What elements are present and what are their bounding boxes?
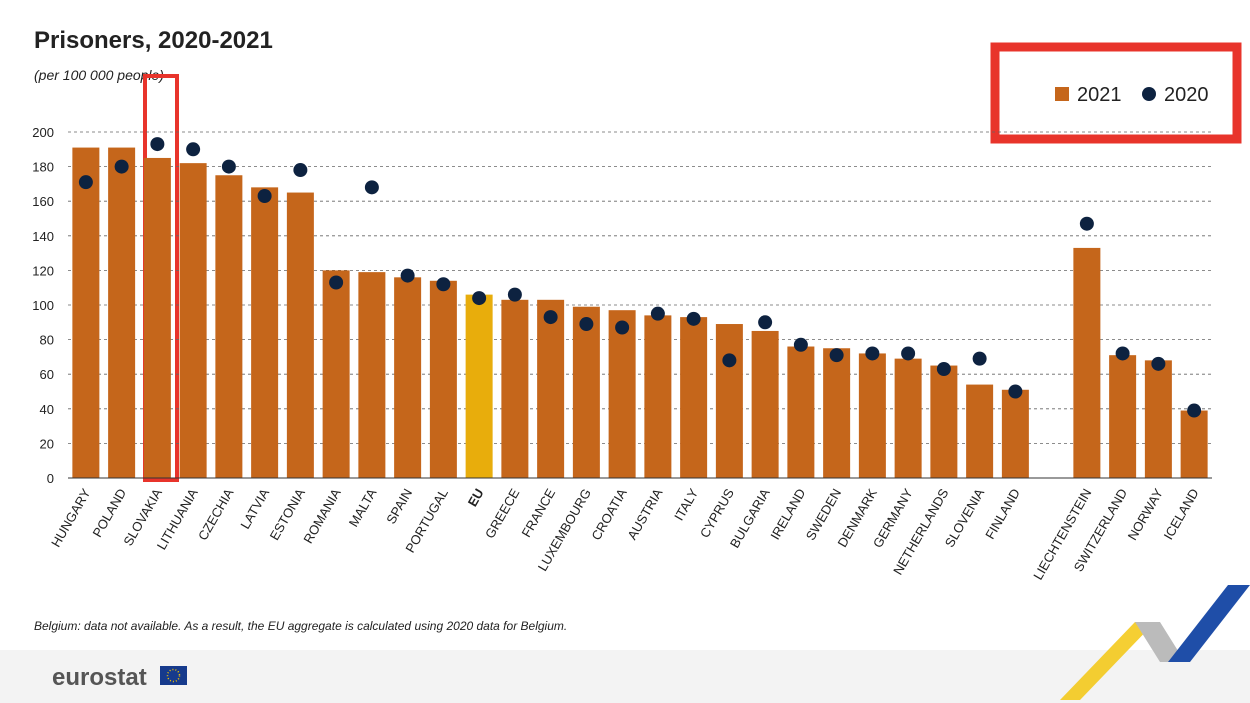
bar [680, 317, 708, 478]
dot [329, 275, 344, 290]
dot [829, 348, 844, 363]
dot [1187, 403, 1202, 418]
eu-flag-stars [166, 668, 181, 683]
dot [615, 320, 630, 335]
deco-yellow [1060, 622, 1155, 700]
bar [465, 294, 493, 478]
bar [1109, 355, 1137, 478]
dot [221, 159, 236, 174]
dot [1151, 356, 1166, 371]
dot [1079, 216, 1094, 231]
bar [930, 365, 958, 478]
dot [114, 159, 129, 174]
dot [793, 337, 808, 352]
dot [758, 315, 773, 330]
y-tick-label: 0 [47, 471, 54, 486]
bar [823, 348, 851, 478]
chart-title: Prisoners, 2020-2021 [34, 27, 273, 54]
dot [364, 180, 379, 195]
legend-swatch [1055, 87, 1069, 101]
bar [358, 272, 386, 478]
bar [108, 147, 136, 478]
bar [787, 346, 815, 478]
bar [143, 157, 171, 478]
y-tick-label: 140 [32, 229, 54, 244]
dot [150, 137, 165, 152]
legend-label: 2021 [1077, 84, 1122, 106]
bar [608, 310, 636, 478]
legend: 2021 2020 [1055, 84, 1209, 106]
legend-swatch [1142, 87, 1156, 101]
bar [251, 187, 279, 479]
y-tick-label: 200 [32, 125, 54, 140]
y-tick-label: 40 [40, 402, 54, 417]
bar [1001, 389, 1029, 478]
bar [1144, 360, 1172, 478]
bar [751, 330, 779, 478]
dot [901, 346, 916, 361]
bar [501, 299, 529, 478]
y-tick-label: 20 [40, 436, 54, 451]
dot [507, 287, 522, 302]
dot [972, 351, 987, 366]
dot [936, 362, 951, 377]
dot [293, 163, 308, 178]
bar [537, 299, 565, 478]
bar [715, 324, 743, 478]
legend-label: 2020 [1164, 84, 1209, 106]
bar [72, 147, 100, 478]
bar [215, 175, 243, 478]
dot [436, 277, 451, 292]
bar [572, 306, 600, 478]
bar [179, 163, 207, 478]
dot [1115, 346, 1130, 361]
dot [78, 175, 93, 190]
logo-text: eurostat [52, 664, 147, 691]
dot [579, 317, 594, 332]
bar [1073, 247, 1101, 478]
eu-flag [160, 666, 187, 685]
dot [186, 142, 201, 157]
bar [1180, 410, 1208, 478]
bar [966, 384, 994, 478]
legend-highlight-box [990, 42, 1242, 144]
dot [1008, 384, 1023, 399]
y-tick-label: 60 [40, 367, 54, 382]
deco-blue [1168, 585, 1250, 662]
footnote: Belgium: data not available. As a result… [34, 619, 567, 633]
y-tick-label: 80 [40, 333, 54, 348]
y-tick-label: 100 [32, 298, 54, 313]
dot [543, 310, 558, 325]
footer-band [0, 650, 1250, 703]
bar [644, 315, 672, 478]
dot [400, 268, 415, 283]
bar [429, 280, 457, 478]
bar [394, 277, 422, 478]
bar [894, 358, 922, 478]
y-tick-label: 120 [32, 263, 54, 278]
deco-grey [1135, 622, 1185, 662]
dot [722, 353, 737, 368]
dot [865, 346, 880, 361]
dot [472, 291, 487, 306]
y-tick-label: 160 [32, 194, 54, 209]
chart-subtitle: (per 100 000 people) [34, 67, 164, 83]
dot [686, 311, 701, 326]
dot [257, 189, 272, 204]
bar [322, 270, 350, 478]
dot [650, 306, 665, 321]
bar [286, 192, 314, 479]
y-tick-label: 180 [32, 160, 54, 175]
bar [858, 353, 886, 478]
